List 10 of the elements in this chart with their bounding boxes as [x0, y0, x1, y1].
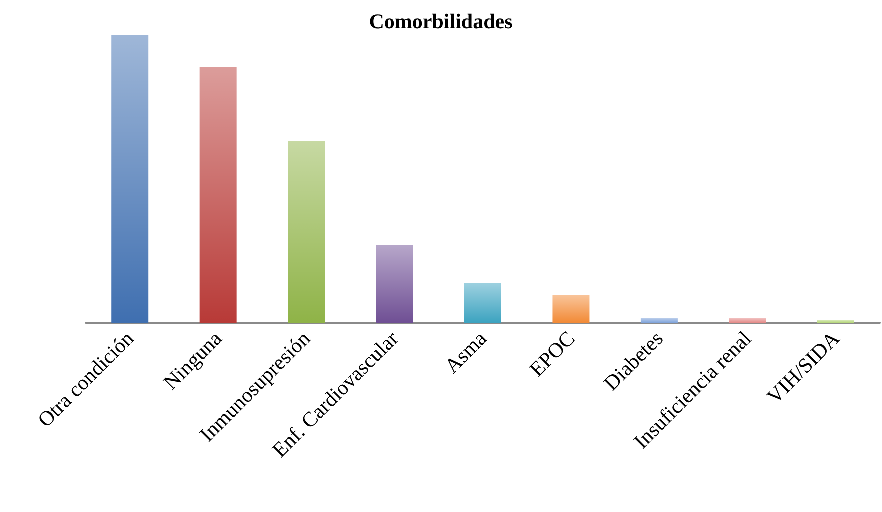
- bar: [640, 318, 678, 323]
- bar: [729, 318, 766, 323]
- bar: [112, 35, 149, 323]
- bar: [288, 140, 326, 323]
- bar: [464, 282, 502, 323]
- bar: [552, 295, 590, 323]
- bar: [817, 320, 854, 323]
- bar: [376, 244, 414, 323]
- bar: [200, 66, 237, 323]
- chart-title: Comorbilidades: [369, 10, 513, 34]
